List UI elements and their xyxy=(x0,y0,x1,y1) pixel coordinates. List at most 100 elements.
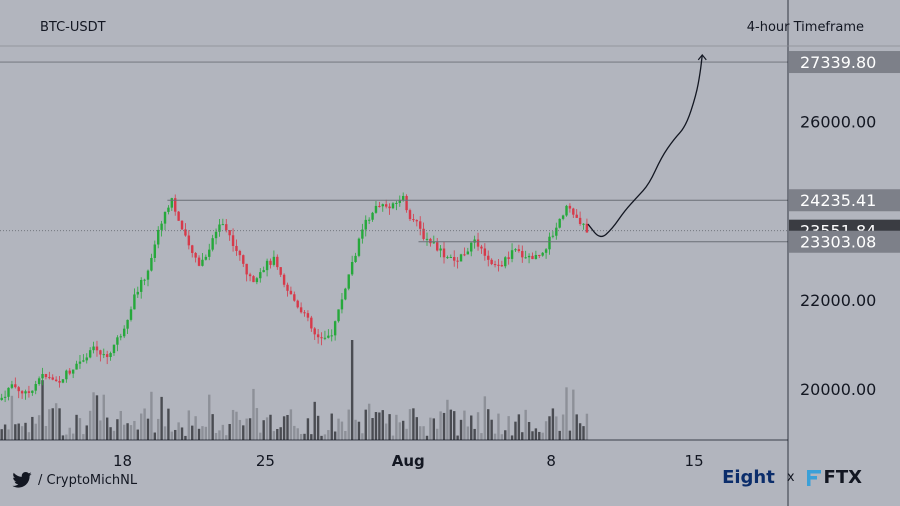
candle-body xyxy=(558,218,561,228)
volume-bar xyxy=(565,387,568,440)
candle-body xyxy=(330,335,333,337)
volume-bar xyxy=(272,431,276,440)
volume-bar xyxy=(180,427,184,440)
candle-body xyxy=(17,387,20,392)
volume-bar xyxy=(157,418,160,440)
volume-bar xyxy=(357,421,361,440)
volume-bar xyxy=(289,409,293,440)
volume-bar xyxy=(225,435,228,440)
candle-body xyxy=(27,391,31,393)
volume-bar xyxy=(262,420,265,440)
volume-bar xyxy=(463,410,466,440)
volume-bar xyxy=(350,340,354,440)
brand-logos: Eight x FTX xyxy=(722,467,862,488)
volume-bar xyxy=(75,414,78,440)
candle-body xyxy=(344,288,347,300)
volume-bar xyxy=(333,431,337,440)
volume-bar xyxy=(401,420,405,440)
author-handle-text: / CryptoMichNL xyxy=(38,472,138,488)
y-tick-label: 26000.00 xyxy=(800,113,876,132)
candle-body xyxy=(194,252,197,258)
price-tag xyxy=(789,189,900,212)
candle-body xyxy=(248,274,252,277)
volume-bar xyxy=(381,410,384,440)
candle-body xyxy=(398,199,401,203)
x-tick-label: Aug xyxy=(392,452,425,470)
volume-bar xyxy=(572,389,575,440)
volume-bar xyxy=(65,434,68,440)
volume-bar xyxy=(459,419,463,440)
volume-bar xyxy=(170,431,174,440)
x-tick-label: 15 xyxy=(685,452,704,470)
volume-bar xyxy=(418,426,422,440)
candle-body xyxy=(177,211,180,221)
volume-bar xyxy=(504,430,507,440)
candle-body xyxy=(187,235,191,246)
volume-bar xyxy=(446,399,449,440)
candle-body xyxy=(95,346,99,351)
volume-bar xyxy=(68,427,71,440)
volume-bar xyxy=(384,423,388,440)
volume-bar xyxy=(497,413,500,440)
y-tick-label: 20000.00 xyxy=(800,380,876,399)
volume-bar xyxy=(568,430,572,440)
candle-body xyxy=(551,235,555,237)
candle-body xyxy=(405,195,408,211)
candle-body xyxy=(327,335,330,338)
volume-bar xyxy=(228,423,231,440)
author-handle[interactable]: / CryptoMichNL xyxy=(12,472,137,488)
volume-bar xyxy=(364,409,367,440)
volume-bar xyxy=(371,418,374,440)
volume-bar xyxy=(82,434,85,440)
volume-bar xyxy=(259,432,262,440)
volume-bar xyxy=(453,411,456,440)
brand-separator: x xyxy=(786,470,795,485)
volume-bar xyxy=(354,419,357,440)
volume-bar xyxy=(395,414,398,440)
volume-bar xyxy=(507,416,510,440)
volume-bar xyxy=(320,435,323,440)
candle-body xyxy=(133,294,136,310)
volume-bar xyxy=(432,418,436,440)
volume-bar xyxy=(582,426,585,440)
candle-body xyxy=(116,337,119,345)
volume-bar xyxy=(10,395,14,440)
volume-bar xyxy=(20,426,24,440)
volume-bar xyxy=(299,434,303,440)
candle-body xyxy=(7,387,10,397)
candle-body xyxy=(126,319,129,329)
volume-bar xyxy=(27,432,31,440)
candle-body xyxy=(0,397,3,400)
candle-body xyxy=(58,381,61,383)
candle-body xyxy=(306,313,310,318)
candle-body xyxy=(548,236,551,250)
candle-body xyxy=(255,278,259,283)
candle-body xyxy=(367,219,371,221)
volume-bar xyxy=(282,416,286,440)
candle-body xyxy=(575,214,578,218)
volume-bar xyxy=(374,412,378,440)
volume-bar xyxy=(279,427,282,440)
volume-bar xyxy=(37,415,41,440)
candle-body xyxy=(75,363,78,370)
volume-bar xyxy=(585,413,589,440)
volume-bar xyxy=(48,409,51,440)
candle-body xyxy=(279,267,282,275)
volume-bar xyxy=(211,414,214,440)
candle-body xyxy=(527,255,531,258)
candle-body xyxy=(347,274,350,289)
volume-bar xyxy=(398,422,401,440)
candle-body xyxy=(493,264,497,266)
candle-body xyxy=(68,370,71,374)
candle-body xyxy=(449,257,453,259)
candle-body xyxy=(269,260,272,265)
volume-bar xyxy=(391,435,395,440)
volume-bar xyxy=(323,434,327,440)
candle-body xyxy=(541,252,544,256)
candle-body xyxy=(313,328,316,335)
volume-bar xyxy=(78,418,82,440)
candle-body xyxy=(476,239,480,247)
candle-body xyxy=(354,255,357,262)
candle-body xyxy=(153,244,157,258)
